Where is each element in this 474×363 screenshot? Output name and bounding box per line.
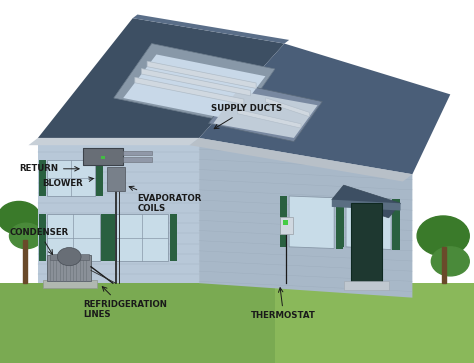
Polygon shape — [114, 44, 275, 123]
Bar — [96, 160, 103, 196]
Polygon shape — [38, 138, 199, 283]
Polygon shape — [199, 138, 412, 298]
Bar — [39, 214, 46, 261]
Polygon shape — [38, 18, 284, 138]
Polygon shape — [332, 185, 401, 218]
Bar — [83, 148, 123, 165]
Text: THERMOSTAT: THERMOSTAT — [251, 288, 316, 320]
Bar — [101, 214, 108, 261]
Text: EVAPORATOR
COILS: EVAPORATOR COILS — [129, 186, 202, 213]
Polygon shape — [346, 196, 391, 250]
Bar — [101, 156, 105, 159]
Bar — [344, 281, 389, 290]
Text: BLOWER: BLOWER — [43, 177, 93, 188]
Bar — [47, 214, 100, 261]
Bar — [39, 160, 46, 196]
Text: SUPPLY DUCTS: SUPPLY DUCTS — [211, 105, 282, 129]
Text: RETURN: RETURN — [19, 164, 79, 173]
Bar — [116, 214, 168, 261]
Bar — [23, 240, 27, 283]
Polygon shape — [332, 200, 401, 211]
Polygon shape — [123, 54, 265, 120]
Polygon shape — [265, 98, 309, 117]
Text: REFRIDGERATION
LINES: REFRIDGERATION LINES — [83, 287, 167, 319]
Bar — [442, 247, 446, 283]
Bar — [50, 254, 89, 260]
Bar — [83, 148, 123, 165]
Polygon shape — [209, 83, 322, 142]
Polygon shape — [237, 109, 301, 128]
Polygon shape — [275, 283, 474, 363]
Polygon shape — [141, 69, 250, 96]
Bar — [337, 196, 344, 247]
Circle shape — [0, 201, 40, 234]
Text: CONDENSER: CONDENSER — [9, 228, 69, 254]
Circle shape — [417, 216, 469, 256]
Bar — [47, 255, 91, 281]
Polygon shape — [213, 91, 318, 138]
Polygon shape — [0, 283, 474, 363]
Bar — [47, 160, 95, 196]
Circle shape — [57, 248, 81, 266]
Bar — [280, 196, 287, 247]
Polygon shape — [199, 44, 450, 174]
Bar — [283, 220, 288, 225]
Polygon shape — [190, 138, 412, 182]
Bar — [392, 199, 400, 250]
Bar — [336, 198, 343, 249]
Bar — [123, 151, 152, 155]
Circle shape — [9, 223, 43, 249]
Polygon shape — [133, 15, 289, 44]
Polygon shape — [28, 138, 199, 145]
Bar — [170, 214, 177, 261]
Polygon shape — [147, 61, 256, 89]
Bar — [351, 203, 382, 283]
Bar — [107, 167, 125, 191]
Bar — [280, 217, 293, 234]
Bar — [123, 157, 152, 162]
Polygon shape — [135, 77, 244, 105]
Polygon shape — [289, 196, 334, 249]
Circle shape — [431, 247, 469, 276]
Bar — [43, 280, 97, 288]
Bar — [108, 214, 115, 261]
